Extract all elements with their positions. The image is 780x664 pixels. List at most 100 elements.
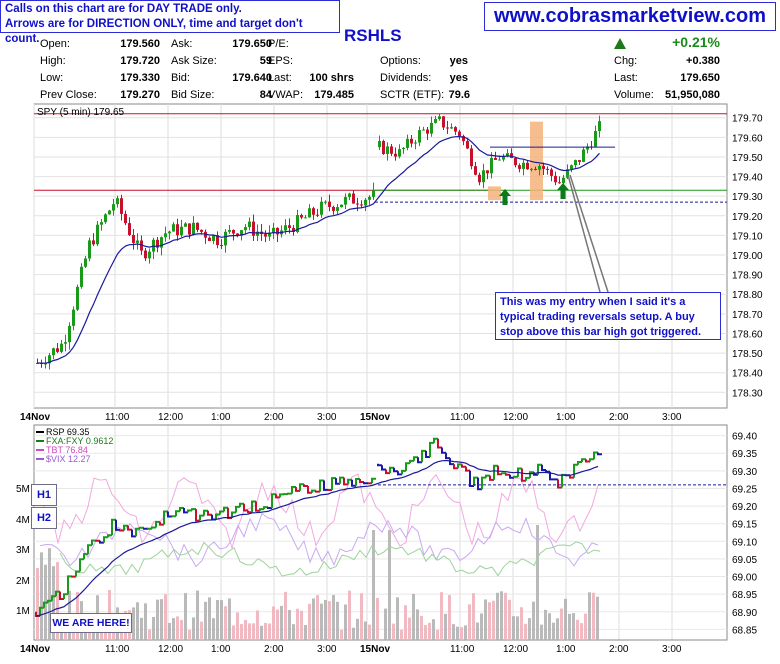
price-candle [594, 131, 597, 147]
price-candle [308, 208, 311, 217]
volume-bar [40, 552, 43, 640]
price-x-tick: 11:00 [105, 412, 130, 423]
volume-bar [576, 620, 579, 640]
price-candle [284, 225, 287, 230]
price-y-tick: 179.00 [732, 251, 763, 262]
rsp-step [304, 484, 308, 486]
volume-bar [300, 611, 303, 640]
rsp-x-tick: 11:00 [105, 644, 130, 655]
bid-value: 179.640 [210, 72, 272, 84]
volume-bar [376, 598, 379, 640]
price-candle [562, 178, 565, 183]
volume-bar [536, 525, 539, 640]
price-candle [478, 175, 481, 182]
high-value: 179.720 [100, 55, 160, 67]
volume-bar [444, 614, 447, 640]
price-candle [418, 130, 421, 142]
volume-bar [152, 617, 155, 640]
price-candle [474, 166, 477, 175]
volume-bar [532, 602, 535, 640]
price-candle [224, 232, 227, 246]
price-candle [72, 310, 75, 326]
volume-bar [356, 619, 359, 640]
price-candle [466, 141, 469, 148]
volume-bar [428, 623, 431, 640]
price-candle [538, 166, 541, 170]
price-candle [352, 194, 355, 204]
volume-bar [196, 591, 199, 640]
volume-bar [272, 606, 275, 640]
open-value: 179.560 [100, 38, 160, 50]
rsp-step [64, 594, 68, 599]
volume-bar [484, 599, 487, 640]
rsp-y-tick: 69.25 [732, 484, 757, 495]
volume-bar [240, 624, 243, 640]
volume-bar [496, 593, 499, 640]
volume-bar [512, 616, 515, 640]
volume-bar [368, 625, 371, 640]
volume-bar [188, 630, 191, 640]
volume-bar [304, 625, 307, 640]
volume-bar [488, 602, 491, 640]
price-candle [598, 121, 601, 131]
price-candle [430, 123, 433, 134]
rsp-step [462, 464, 466, 466]
rsp-x-tick: 1:00 [556, 644, 576, 655]
price-candle [438, 116, 441, 119]
last2-value: 179.650 [640, 72, 720, 84]
price-candle [546, 169, 549, 170]
price-candle [228, 230, 231, 232]
volume-bar [448, 595, 451, 640]
price-x-tick: 3:00 [662, 412, 682, 423]
rsp-y-tick: 69.30 [732, 467, 757, 478]
volume-bar [340, 630, 343, 640]
price-candle [554, 176, 557, 182]
price-candle [220, 245, 223, 246]
volume-bar [160, 599, 163, 640]
price-candle [582, 150, 585, 162]
volume-bar [220, 600, 223, 640]
volume-axis-tick: 4M [16, 515, 30, 526]
price-candle [336, 207, 339, 211]
high-label: High: [40, 55, 66, 67]
volume-bar [280, 606, 283, 640]
volume-bar [348, 591, 351, 640]
rsp-step [372, 479, 376, 484]
price-candle [578, 160, 581, 162]
price-candle [132, 235, 135, 243]
volume-bar [596, 597, 599, 640]
eps-label: EPS: [268, 55, 293, 67]
price-candle [490, 158, 493, 173]
price-x-tick: 2:00 [609, 412, 629, 423]
rsp-step [442, 448, 446, 453]
rsp-y-tick: 69.05 [732, 555, 757, 566]
bid-size-label: Bid Size: [171, 89, 214, 101]
rsp-step [280, 494, 284, 497]
rsp-step [360, 479, 364, 482]
price-candle [446, 128, 449, 129]
price-candle [232, 230, 235, 233]
last-label: Last: [268, 72, 292, 84]
price-candle [368, 197, 371, 200]
price-candle [96, 225, 99, 245]
rsp-step [80, 559, 84, 571]
price-candle [356, 204, 359, 205]
price-candle [168, 232, 171, 234]
price-candle [52, 348, 55, 355]
volume-bar [384, 609, 387, 640]
chg-value: +0.380 [640, 55, 720, 67]
volume-bar [244, 620, 247, 640]
volume-bar [468, 604, 471, 640]
price-candle [398, 149, 401, 156]
low-value: 179.330 [100, 72, 160, 84]
prev-close-value: 179.270 [100, 89, 160, 101]
price-candle [88, 240, 91, 258]
volume-bar [568, 614, 571, 640]
price-candle [470, 148, 473, 166]
price-x-tick: 15Nov [360, 412, 390, 423]
rsp-x-tick: 14Nov [20, 644, 50, 655]
volume-bar [440, 592, 443, 640]
price-candle [276, 228, 279, 234]
volume-bar [324, 600, 327, 640]
volume-bar [432, 619, 435, 640]
